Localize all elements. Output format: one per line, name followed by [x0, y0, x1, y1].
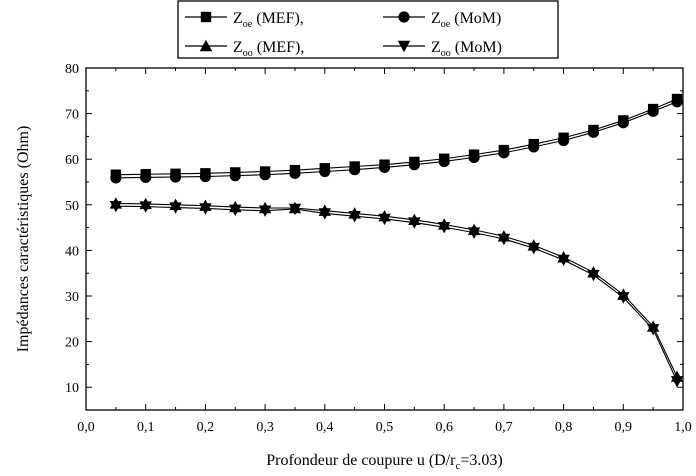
data-point: [169, 202, 182, 214]
data-point: [348, 211, 361, 223]
legend-label: Zoe (MEF),: [233, 10, 304, 30]
x-tick-label: 0,0: [77, 420, 95, 435]
series-layer: [109, 93, 684, 388]
data-point: [318, 208, 331, 220]
x-axis-label-suffix: =3.03): [460, 452, 502, 469]
data-point: [288, 203, 302, 216]
x-tick-label: 0,4: [316, 420, 334, 435]
x-tick-label: 1,0: [674, 420, 692, 435]
data-point: [229, 204, 242, 217]
data-point: [408, 159, 420, 171]
y-tick-label: 20: [65, 336, 79, 351]
data-point: [378, 213, 391, 226]
data-point: [497, 233, 511, 246]
data-point: [587, 126, 600, 138]
data-point: [498, 147, 510, 159]
legend-label: Zoe (MoM): [431, 10, 501, 30]
legend-marker: [200, 11, 212, 23]
data-point: [229, 170, 241, 182]
data-point: [289, 167, 301, 179]
data-point: [558, 134, 570, 147]
legend-marker: [398, 11, 410, 23]
x-tick-label: 0,1: [137, 420, 155, 435]
x-tick-label: 0,7: [495, 420, 513, 435]
x-tick-label: 0,3: [256, 420, 274, 435]
series-line: [115, 101, 678, 179]
data-point: [169, 171, 182, 183]
data-point: [408, 217, 421, 229]
series-2: [109, 197, 684, 382]
y-tick-label: 50: [65, 199, 79, 214]
legend-marker: [199, 39, 213, 52]
legend-label: Zoo (MEF),: [233, 39, 304, 59]
y-tick-label: 60: [65, 153, 79, 168]
data-point: [349, 164, 361, 176]
x-tick-label: 0,6: [435, 420, 453, 435]
y-tick-label: 40: [65, 244, 79, 259]
y-tick-label: 30: [65, 290, 79, 305]
series-1: [110, 96, 683, 184]
x-axis-label-sub: c: [456, 460, 461, 472]
y-tick-label: 70: [65, 108, 79, 123]
series-line: [115, 205, 678, 382]
axes: 0,0 0,1 0,2 0,3 0,4 0,5 0,6 0,7 0,8 0,9 1,0 10 20 30 4…: [65, 62, 692, 435]
data-point: [587, 269, 600, 282]
x-tick-label: 0,8: [555, 420, 573, 435]
legend-marker: [397, 40, 411, 53]
data-point: [378, 161, 391, 174]
data-point: [557, 254, 570, 267]
data-point: [670, 376, 684, 388]
data-point: [319, 165, 331, 178]
data-point: [528, 141, 540, 153]
data-point: [646, 324, 660, 336]
legend: Zoe (MEF), Zoe (MoM) Zoo (MEF), Zoo (MoM): [177, 0, 559, 59]
legend-box: [177, 0, 559, 59]
data-point: [671, 96, 683, 108]
data-point: [109, 200, 123, 213]
x-axis-label: Profondeur de coupure u (D/rc=3.03): [266, 452, 503, 472]
x-tick-label: 0,5: [376, 420, 394, 435]
legend-label: Zoo (MoM): [431, 39, 502, 59]
data-point: [467, 227, 481, 239]
data-point: [140, 171, 152, 184]
data-point: [527, 242, 540, 255]
series-3: [109, 200, 684, 388]
y-tick-label: 80: [65, 62, 79, 77]
data-point: [438, 221, 451, 234]
x-tick-label: 0,2: [197, 420, 215, 435]
series-line: [115, 202, 678, 377]
data-point: [199, 203, 212, 215]
y-tick-label: 10: [65, 381, 79, 396]
data-point: [468, 151, 480, 163]
x-axis-label-prefix: Profondeur de coupure u (D/r: [266, 452, 456, 469]
data-point: [617, 117, 629, 129]
data-point: [617, 292, 630, 304]
data-point: [139, 201, 152, 213]
y-axis-label: Impédances caractéristiques (Ohm): [15, 126, 32, 353]
x-tick-label: 0,9: [615, 420, 633, 435]
plot-frame: [85, 67, 684, 411]
data-point: [647, 105, 659, 117]
data-point: [199, 170, 211, 183]
data-point: [258, 205, 272, 217]
data-point: [110, 172, 122, 184]
data-point: [438, 155, 450, 168]
data-point: [259, 169, 271, 181]
